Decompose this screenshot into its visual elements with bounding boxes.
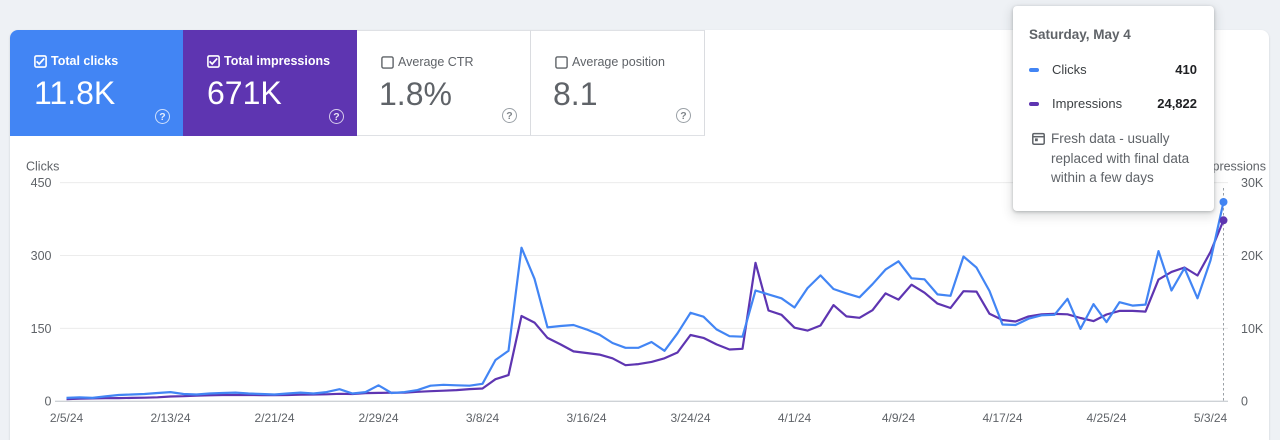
- svg-text:3/24/24: 3/24/24: [670, 411, 710, 425]
- svg-text:5/3/24: 5/3/24: [1194, 411, 1228, 425]
- svg-text:0: 0: [45, 395, 52, 409]
- svg-text:300: 300: [31, 249, 52, 263]
- svg-text:4/25/24: 4/25/24: [1086, 411, 1126, 425]
- svg-text:0: 0: [1241, 395, 1248, 409]
- svg-text:3/16/24: 3/16/24: [566, 411, 606, 425]
- svg-text:4/9/24: 4/9/24: [882, 411, 916, 425]
- svg-text:3/8/24: 3/8/24: [466, 411, 500, 425]
- svg-text:2/21/24: 2/21/24: [254, 411, 294, 425]
- svg-text:150: 150: [31, 322, 52, 336]
- svg-text:Clicks: Clicks: [26, 160, 59, 174]
- svg-text:10K: 10K: [1241, 322, 1264, 336]
- svg-text:2/29/24: 2/29/24: [358, 411, 398, 425]
- svg-text:450: 450: [31, 176, 52, 190]
- svg-text:Impressions: Impressions: [1199, 160, 1266, 174]
- svg-text:4/1/24: 4/1/24: [778, 411, 812, 425]
- svg-text:30K: 30K: [1241, 176, 1264, 190]
- svg-text:2/5/24: 2/5/24: [50, 411, 84, 425]
- svg-text:2/13/24: 2/13/24: [150, 411, 190, 425]
- svg-text:20K: 20K: [1241, 249, 1264, 263]
- svg-text:4/17/24: 4/17/24: [982, 411, 1022, 425]
